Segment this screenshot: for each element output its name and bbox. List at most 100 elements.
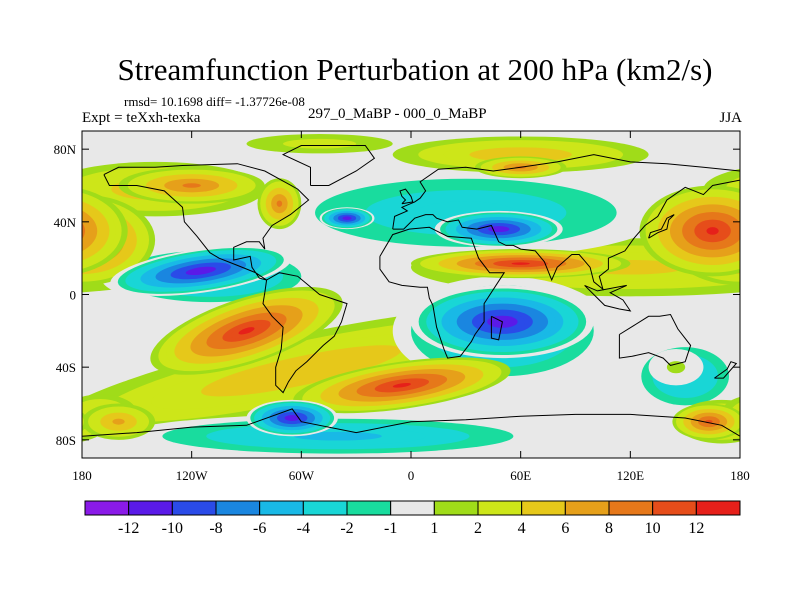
colorbar-swatch [302, 500, 348, 516]
contour-north-pacific-arc-wrap-4 [791, 184, 800, 195]
colorbar-swatch [695, 500, 741, 516]
contour-south-belt-4 [251, 358, 352, 384]
contour-ross-core-wrap-8 [44, 418, 59, 425]
colorbar-swatch [346, 500, 392, 516]
contour-ross-core-wrap-9 [47, 420, 54, 424]
contour-tropical-east-belt-wrap-3 [0, 260, 27, 275]
colorbar-swatch [171, 500, 217, 516]
coastline-north-america [103, 163, 310, 281]
contour-south-pacific-high-2-5 [112, 418, 125, 425]
contour-ross-core-wrap-3 [25, 409, 76, 434]
contour-north-atlantic-low-11 [344, 217, 350, 220]
difference-label: 297_0_MaBP - 000_0_MaBP [308, 106, 487, 122]
contour-north-pacific-arc-wrap-2 [747, 173, 800, 206]
contour-arctic-green-2 [283, 138, 357, 149]
colorbar-label: -2 [340, 520, 353, 537]
colorbar-label: 4 [518, 520, 526, 537]
coastlines [82, 145, 740, 437]
x-tick-label: 60W [289, 468, 315, 483]
contour-north-eurasia-low-11 [493, 227, 505, 231]
y-tick-label: 40S [56, 360, 76, 375]
y-tick-label: 0 [70, 288, 77, 303]
x-tick-label: 180 [730, 468, 750, 483]
coastline-europe-asia [392, 154, 740, 291]
colorbar-label: 6 [561, 520, 569, 537]
x-tick-label: 60E [510, 468, 531, 483]
coastline-uk [399, 188, 414, 205]
coastline-japan [648, 214, 675, 239]
contour-tasman-ring-2 [666, 361, 686, 374]
coastline-africa [379, 226, 506, 359]
contour-siberia-arc-4 [495, 150, 547, 159]
colorbar-swatch [652, 500, 697, 516]
colorbar-label: -6 [253, 520, 266, 537]
contour-pacific-high-east-wrap-7 [82, 222, 86, 240]
coastline-south-america [262, 272, 348, 394]
x-tick-label: 180 [72, 468, 92, 483]
colorbar-swatch [433, 500, 479, 516]
contour-ross-core-wrap-2 [22, 407, 80, 436]
colorbar-label: -1 [384, 520, 397, 537]
colorbar-label: -8 [209, 520, 222, 537]
x-tick-label: 120W [176, 468, 209, 483]
colorbar-label: -12 [118, 520, 139, 537]
colorbar: -12 -10 -8 -6 -4 -2 -1 1 2 4 6 8 10 12 [84, 500, 741, 537]
colorbar-swatch [477, 500, 523, 516]
colorbar-label: 12 [688, 520, 704, 537]
colorbar-swatch [521, 500, 566, 516]
coastline-antarctica [82, 408, 740, 437]
contour-ross-high-wrap-3 [82, 415, 87, 429]
contour-ross-high-wrap-4 [48, 414, 78, 429]
contour-antarctic-belt-4 [294, 431, 382, 441]
colorbar-label: 1 [430, 520, 438, 537]
colorbar-swatch [564, 500, 610, 516]
contour-pacific-high-east-wrap-6 [82, 215, 92, 246]
coastline-australia [618, 313, 692, 366]
contour-amundsen-high-wrap-2 [740, 404, 777, 422]
colorbar-swatch [128, 500, 173, 516]
contour-amundsen-high-wrap-3 [749, 408, 767, 417]
contour-field [0, 131, 800, 458]
season-label: JJA [719, 110, 742, 126]
y-tick-label: 40N [54, 215, 77, 230]
experiment-label: Expt = teXxh-texka [82, 110, 201, 126]
colorbar-swatch [608, 500, 654, 516]
x-axis: 180 120W 60W 0 60E 120E 180 [72, 131, 750, 483]
chart-title: Streamfunction Perturbation at 200 hPa (… [117, 52, 713, 87]
x-tick-label: 120E [617, 468, 645, 483]
colorbar-label: -4 [297, 520, 310, 537]
contour-south-pacific-high-11 [238, 327, 255, 335]
y-tick-label: 80N [54, 142, 77, 157]
contour-ross-core-wrap-7 [40, 416, 62, 427]
coastline-new-zealand [714, 361, 738, 379]
stats-text: rmsd= 10.1698 diff= -1.37726e-08 [124, 94, 305, 109]
contour-hudson-high-7 [276, 200, 283, 207]
contour-ross-core-wrap-5 [33, 413, 70, 431]
contour-ross-core-wrap-4 [29, 411, 73, 433]
colorbar-label: 2 [474, 520, 482, 537]
contour-ross-core-wrap-6 [36, 414, 65, 429]
colorbar-swatch [84, 500, 130, 516]
contour-ross-core-wrap-0 [82, 412, 88, 432]
contour-north-pacific-arc-wrap-3 [769, 178, 800, 200]
contour-arabian-high-11 [511, 262, 530, 265]
colorbar-swatch [215, 500, 261, 516]
contour-alaska-high-7 [182, 183, 201, 188]
contour-ross-high-wrap-5 [56, 418, 71, 425]
coastline-indonesia [584, 284, 632, 312]
x-tick-label: 0 [408, 468, 415, 483]
contour-tropical-east-belt-wrap-2 [0, 253, 82, 282]
coastline-greenland [281, 145, 376, 186]
contour-pacific-high-east-11 [706, 227, 719, 235]
contour-south-belt-wrap-1 [753, 300, 800, 442]
contour-south-atlantic-high-11 [392, 383, 411, 388]
contour-southern-ocean-low-11 [288, 416, 297, 420]
y-tick-label: 80S [56, 433, 76, 448]
coastline-madagascar [490, 315, 503, 341]
contour-central-america-low-11 [193, 268, 209, 273]
colorbar-label: 8 [605, 520, 613, 537]
colorbar-label: 10 [645, 520, 661, 537]
y-axis: 80N 40N 0 40S 80S [54, 142, 740, 448]
colorbar-swatch [259, 500, 304, 516]
